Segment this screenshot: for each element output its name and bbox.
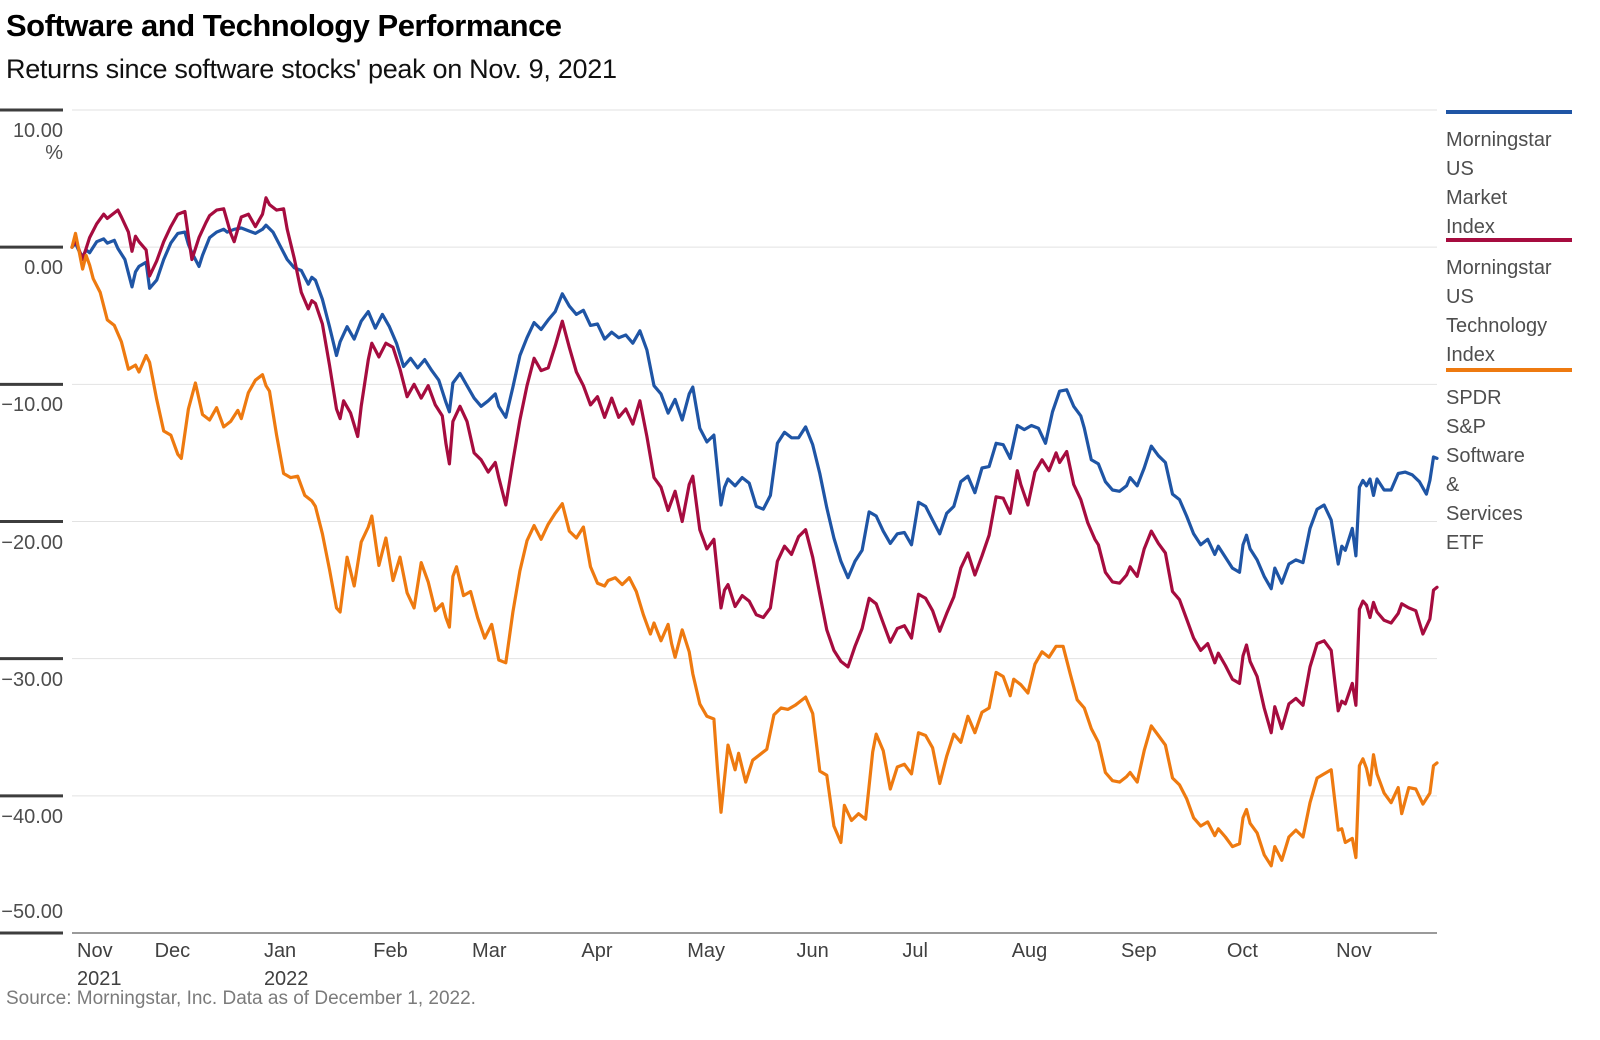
series-line-morningstar-us-market-index xyxy=(70,223,1439,591)
legend-swatch xyxy=(1446,110,1572,114)
y-tick-label: −40.00 xyxy=(1,805,63,828)
y-tick-label: −50.00 xyxy=(1,901,63,923)
y-tick-label: −10.00 xyxy=(1,394,63,417)
x-tick-label: Apr xyxy=(581,940,613,962)
x-tick-label: Nov 2021 xyxy=(77,940,122,990)
x-tick-label: Sep xyxy=(1121,940,1157,962)
y-tick-label: −20.00 xyxy=(1,531,63,554)
x-tick-label: Jun xyxy=(796,940,829,962)
legend-swatch xyxy=(1446,368,1572,372)
y-tick-label: −30.00 xyxy=(1,668,63,691)
x-tick-label: Mar xyxy=(472,940,507,962)
legend-label: Morningstar US Market Index xyxy=(1446,129,1552,238)
chart-title: Software and Technology Performance xyxy=(6,8,562,43)
x-tick-label: Jan 2022 xyxy=(263,940,309,990)
x-tick-label: Feb xyxy=(373,940,408,962)
legend-entry: Morningstar US Market Index xyxy=(1446,110,1574,242)
series-line-spdr-s-p-software-services-etf xyxy=(70,231,1439,868)
source-note: Source: Morningstar, Inc. Data as of Dec… xyxy=(6,988,476,1009)
legend-label: Morningstar US Technology Index xyxy=(1446,257,1552,366)
x-tick-label: Jul xyxy=(902,940,928,962)
y-tick-label: 0.00 xyxy=(24,257,63,280)
x-tick-label: Nov xyxy=(1336,940,1372,962)
legend-label: SPDR S&P Software & Services ETF xyxy=(1446,387,1525,554)
x-tick-label: Dec xyxy=(154,940,191,962)
x-tick-label: Aug xyxy=(1011,940,1048,962)
series-line-morningstar-us-technology-index xyxy=(70,196,1439,735)
legend-entry: Morningstar US Technology Index xyxy=(1446,238,1574,370)
legend-entry: SPDR S&P Software & Services ETF xyxy=(1446,368,1574,558)
chart-subtitle: Returns since software stocks' peak on N… xyxy=(6,54,617,84)
x-tick-label: May xyxy=(687,940,725,962)
legend-swatch xyxy=(1446,238,1572,242)
y-tick-label: 10.00% xyxy=(12,120,63,164)
x-tick-label: Oct xyxy=(1226,940,1258,962)
